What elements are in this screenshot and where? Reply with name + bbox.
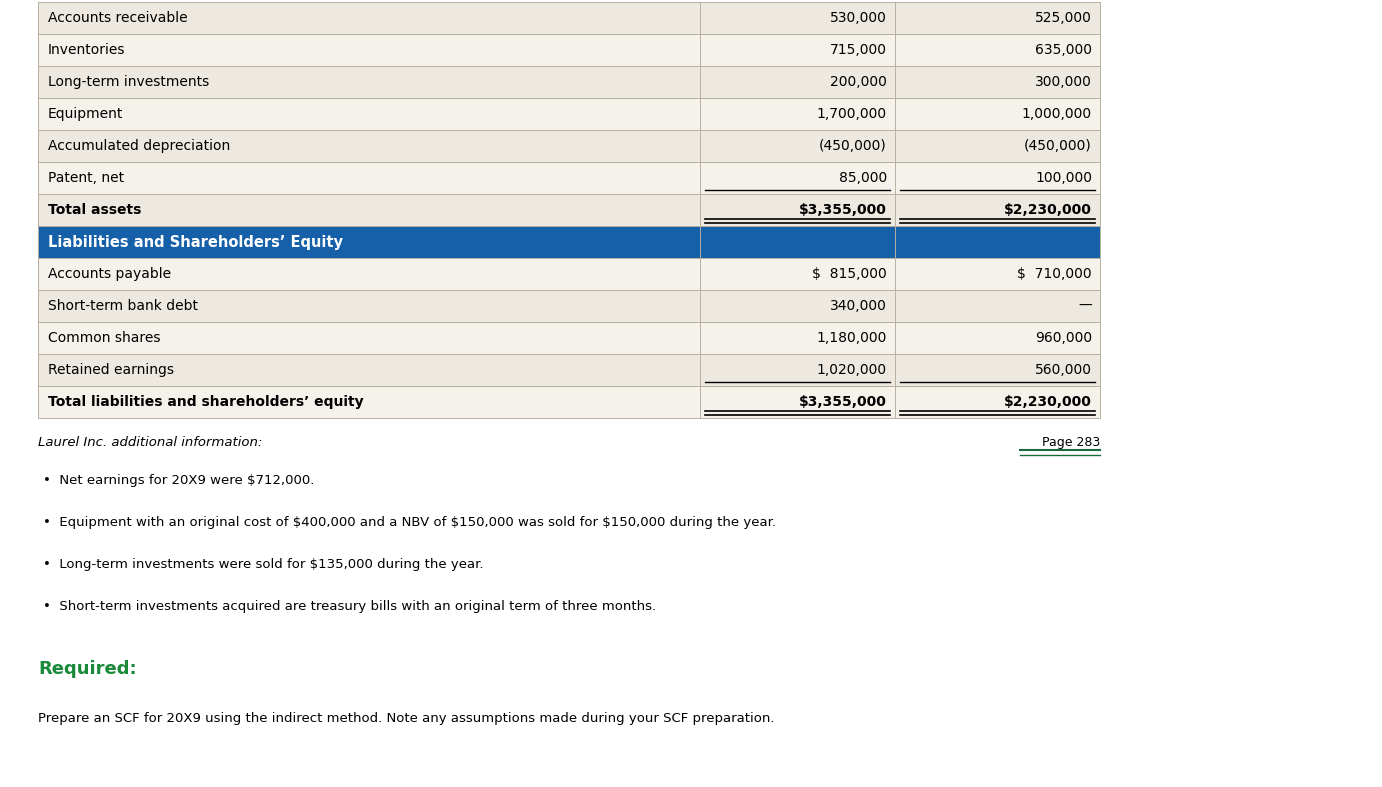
Text: Prepare an SCF for 20X9 using the indirect method. Note any assumptions made dur: Prepare an SCF for 20X9 using the indire… xyxy=(37,712,774,725)
Text: Accounts receivable: Accounts receivable xyxy=(48,11,188,25)
Text: $3,355,000: $3,355,000 xyxy=(799,395,887,409)
Text: 100,000: 100,000 xyxy=(1035,171,1092,185)
Text: 340,000: 340,000 xyxy=(831,299,887,313)
Text: 960,000: 960,000 xyxy=(1035,331,1092,345)
Text: •  Short-term investments acquired are treasury bills with an original term of t: • Short-term investments acquired are tr… xyxy=(43,600,656,613)
Text: Page 283: Page 283 xyxy=(1042,436,1100,449)
Text: Liabilities and Shareholders’ Equity: Liabilities and Shareholders’ Equity xyxy=(48,235,343,249)
Bar xyxy=(37,34,1100,66)
Text: Inventories: Inventories xyxy=(48,43,126,57)
Text: Common shares: Common shares xyxy=(48,331,160,345)
Bar xyxy=(37,290,1100,322)
Text: Accounts payable: Accounts payable xyxy=(48,267,171,281)
Text: $  710,000: $ 710,000 xyxy=(1017,267,1092,281)
Text: •  Long-term investments were sold for $135,000 during the year.: • Long-term investments were sold for $1… xyxy=(43,558,484,571)
Text: Long-term investments: Long-term investments xyxy=(48,75,209,89)
Text: •  Net earnings for 20X9 were $712,000.: • Net earnings for 20X9 were $712,000. xyxy=(43,474,314,487)
Text: 200,000: 200,000 xyxy=(831,75,887,89)
Text: Accumulated depreciation: Accumulated depreciation xyxy=(48,139,231,153)
Text: (450,000): (450,000) xyxy=(820,139,887,153)
Text: 525,000: 525,000 xyxy=(1035,11,1092,25)
Text: 1,000,000: 1,000,000 xyxy=(1021,107,1092,121)
Text: 715,000: 715,000 xyxy=(831,43,887,57)
Text: 85,000: 85,000 xyxy=(839,171,887,185)
Text: Equipment: Equipment xyxy=(48,107,123,121)
Text: 530,000: 530,000 xyxy=(831,11,887,25)
Text: $2,230,000: $2,230,000 xyxy=(1005,203,1092,217)
Text: $  815,000: $ 815,000 xyxy=(813,267,887,281)
Text: 560,000: 560,000 xyxy=(1035,363,1092,377)
Text: $3,355,000: $3,355,000 xyxy=(799,203,887,217)
Text: (450,000): (450,000) xyxy=(1024,139,1092,153)
Text: 635,000: 635,000 xyxy=(1035,43,1092,57)
Text: 1,020,000: 1,020,000 xyxy=(817,363,887,377)
Bar xyxy=(37,354,1100,386)
Bar xyxy=(37,386,1100,418)
Bar xyxy=(37,162,1100,194)
Text: Laurel Inc. additional information:: Laurel Inc. additional information: xyxy=(37,436,263,449)
Bar xyxy=(37,258,1100,290)
Text: Total liabilities and shareholders’ equity: Total liabilities and shareholders’ equi… xyxy=(48,395,363,409)
Text: Patent, net: Patent, net xyxy=(48,171,124,185)
Text: •  Equipment with an original cost of $400,000 and a NBV of $150,000 was sold fo: • Equipment with an original cost of $40… xyxy=(43,516,777,529)
Bar xyxy=(37,98,1100,130)
Text: Total assets: Total assets xyxy=(48,203,141,217)
Bar xyxy=(37,226,1100,258)
Text: 1,180,000: 1,180,000 xyxy=(817,331,887,345)
Text: $2,230,000: $2,230,000 xyxy=(1005,395,1092,409)
Text: 300,000: 300,000 xyxy=(1035,75,1092,89)
Text: —: — xyxy=(1078,299,1092,313)
Text: Retained earnings: Retained earnings xyxy=(48,363,174,377)
Bar xyxy=(37,130,1100,162)
Text: Required:: Required: xyxy=(37,660,137,678)
Bar xyxy=(37,2,1100,34)
Text: 1,700,000: 1,700,000 xyxy=(817,107,887,121)
Bar xyxy=(37,194,1100,226)
Bar xyxy=(37,322,1100,354)
Text: Short-term bank debt: Short-term bank debt xyxy=(48,299,198,313)
Bar xyxy=(37,66,1100,98)
